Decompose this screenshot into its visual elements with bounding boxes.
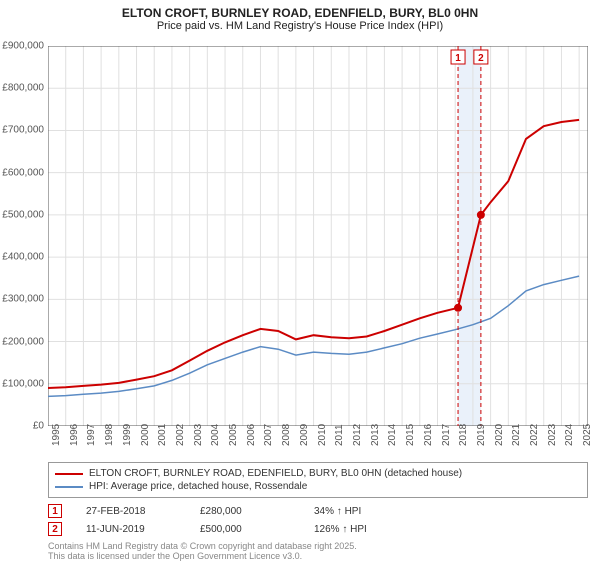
x-tick-label: 2006	[246, 424, 257, 446]
x-tick-label: 2023	[547, 424, 558, 446]
event-date: 27-FEB-2018	[86, 506, 176, 517]
x-tick-label: 2022	[529, 424, 540, 446]
y-tick-label: £400,000	[0, 252, 44, 263]
footer-line2: This data is licensed under the Open Gov…	[48, 552, 357, 562]
x-tick-label: 2016	[423, 424, 434, 446]
x-tick-label: 2018	[458, 424, 469, 446]
y-tick-label: £600,000	[0, 167, 44, 178]
x-tick-label: 2015	[405, 424, 416, 446]
y-tick-label: £500,000	[0, 209, 44, 220]
x-tick-label: 2017	[441, 424, 452, 446]
chart-title-line2: Price paid vs. HM Land Registry's House …	[0, 20, 600, 32]
event-price: £500,000	[200, 524, 290, 535]
x-tick-label: 2001	[157, 424, 168, 446]
event-price: £280,000	[200, 506, 290, 517]
legend-panel: ELTON CROFT, BURNLEY ROAD, EDENFIELD, BU…	[48, 462, 588, 498]
x-tick-label: 1996	[69, 424, 80, 446]
y-tick-label: £900,000	[0, 41, 44, 52]
x-tick-label: 1999	[122, 424, 133, 446]
legend-row: ELTON CROFT, BURNLEY ROAD, EDENFIELD, BU…	[55, 467, 581, 480]
legend-row: HPI: Average price, detached house, Ross…	[55, 480, 581, 493]
x-tick-label: 1997	[86, 424, 97, 446]
x-tick-label: 2011	[334, 424, 345, 446]
x-tick-label: 1998	[104, 424, 115, 446]
footer-attribution: Contains HM Land Registry data © Crown c…	[48, 542, 357, 562]
legend-swatch-0	[55, 473, 83, 475]
x-tick-label: 2024	[564, 424, 575, 446]
event-change: 34% ↑ HPI	[314, 506, 361, 517]
x-tick-label: 2002	[175, 424, 186, 446]
x-tick-label: 2003	[193, 424, 204, 446]
y-tick-label: £300,000	[0, 294, 44, 305]
event-badge-1: 1	[48, 504, 62, 518]
y-tick-label: £0	[0, 421, 44, 432]
event-badge-2: 2	[48, 522, 62, 536]
y-tick-label: £800,000	[0, 83, 44, 94]
x-tick-label: 2025	[582, 424, 593, 446]
x-tick-label: 2012	[352, 424, 363, 446]
x-tick-label: 2004	[210, 424, 221, 446]
x-tick-label: 2007	[263, 424, 274, 446]
x-tick-label: 2019	[476, 424, 487, 446]
chart-area: 12 £0£100,000£200,000£300,000£400,000£50…	[48, 46, 588, 426]
legend-label-1: HPI: Average price, detached house, Ross…	[89, 481, 307, 492]
event-row: 2 11-JUN-2019 £500,000 126% ↑ HPI	[48, 520, 588, 538]
x-tick-label: 2014	[387, 424, 398, 446]
chart-title-block: ELTON CROFT, BURNLEY ROAD, EDENFIELD, BU…	[0, 0, 600, 34]
chart-svg: 12	[48, 46, 588, 426]
events-block: 1 27-FEB-2018 £280,000 34% ↑ HPI 2 11-JU…	[48, 502, 588, 538]
x-tick-label: 2010	[317, 424, 328, 446]
y-tick-label: £100,000	[0, 378, 44, 389]
x-tick-label: 2005	[228, 424, 239, 446]
svg-text:1: 1	[455, 53, 461, 64]
x-tick-label: 2020	[494, 424, 505, 446]
y-tick-label: £200,000	[0, 336, 44, 347]
x-tick-label: 2021	[511, 424, 522, 446]
y-tick-label: £700,000	[0, 125, 44, 136]
legend-label-0: ELTON CROFT, BURNLEY ROAD, EDENFIELD, BU…	[89, 468, 462, 479]
x-tick-label: 2000	[140, 424, 151, 446]
event-date: 11-JUN-2019	[86, 524, 176, 535]
x-tick-label: 2009	[299, 424, 310, 446]
chart-title-line1: ELTON CROFT, BURNLEY ROAD, EDENFIELD, BU…	[0, 6, 600, 20]
x-tick-label: 2008	[281, 424, 292, 446]
svg-text:2: 2	[478, 53, 484, 64]
event-change: 126% ↑ HPI	[314, 524, 367, 535]
legend-swatch-1	[55, 486, 83, 488]
event-row: 1 27-FEB-2018 £280,000 34% ↑ HPI	[48, 502, 588, 520]
x-tick-label: 2013	[370, 424, 381, 446]
x-tick-label: 1995	[51, 424, 62, 446]
